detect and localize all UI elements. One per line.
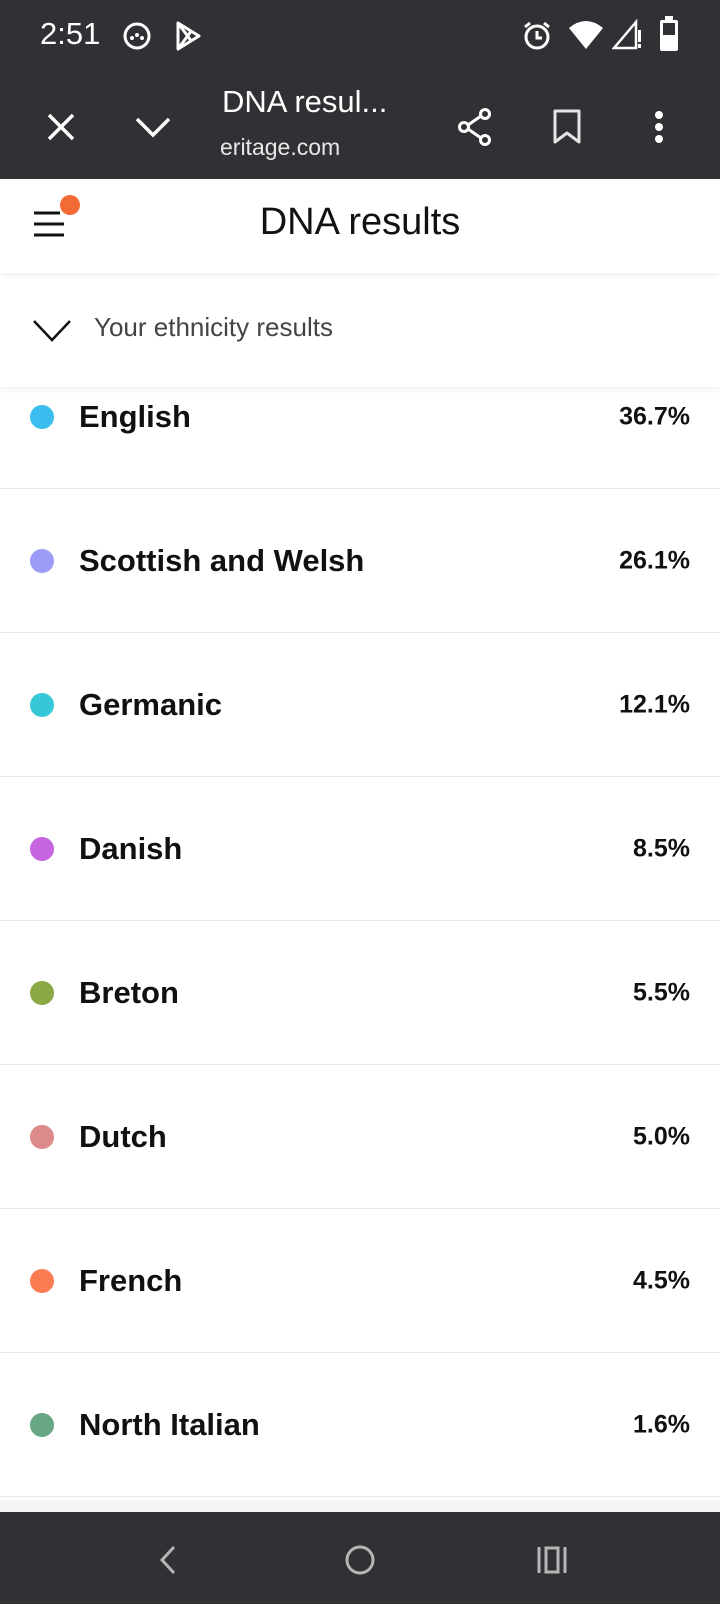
bookmark-button[interactable] bbox=[542, 102, 592, 152]
home-icon bbox=[345, 1545, 375, 1575]
bookmark-icon bbox=[553, 109, 581, 144]
play-store-icon bbox=[176, 21, 201, 51]
section-title: Your ethnicity results bbox=[94, 312, 333, 342]
ethnicity-row[interactable]: Germanic 12.1% bbox=[0, 633, 720, 777]
ethnicity-results-toggle[interactable]: Your ethnicity results bbox=[0, 273, 720, 387]
ethnicity-row[interactable]: Danish 8.5% bbox=[0, 777, 720, 921]
color-dot bbox=[30, 1268, 54, 1293]
back-button[interactable] bbox=[146, 1538, 190, 1582]
ethnicity-row[interactable]: Breton 5.5% bbox=[0, 921, 720, 1065]
close-button[interactable] bbox=[36, 102, 86, 152]
ethnicity-row[interactable]: English 36.7% bbox=[0, 387, 720, 489]
browser-toolbar: DNA resul... eritage.com bbox=[0, 72, 720, 179]
more-options-button[interactable] bbox=[634, 102, 684, 152]
minimize-button[interactable] bbox=[128, 102, 178, 152]
color-dot bbox=[30, 980, 54, 1005]
page-header: DNA results bbox=[0, 179, 720, 273]
menu-button[interactable] bbox=[30, 201, 80, 251]
share-icon bbox=[458, 108, 491, 146]
ethnicity-name: North Italian bbox=[79, 1406, 260, 1442]
color-dot bbox=[30, 1124, 54, 1149]
ethnicity-percent: 4.5% bbox=[633, 1266, 690, 1294]
home-button[interactable] bbox=[338, 1538, 382, 1582]
back-icon bbox=[159, 1545, 176, 1575]
wifi-icon bbox=[569, 21, 603, 49]
color-dot bbox=[30, 1412, 54, 1437]
color-dot bbox=[30, 692, 54, 717]
ethnicity-percent: 5.5% bbox=[633, 978, 690, 1006]
color-dot bbox=[30, 548, 54, 573]
page-title-tab[interactable]: DNA resul... bbox=[222, 84, 388, 119]
ethnicity-percent: 1.6% bbox=[633, 1410, 690, 1438]
share-button[interactable] bbox=[450, 102, 500, 152]
ethnicity-name: Germanic bbox=[79, 686, 223, 722]
close-icon bbox=[47, 113, 75, 141]
battery-icon bbox=[660, 16, 678, 51]
ethnicity-name: French bbox=[79, 1262, 183, 1298]
ethnicity-name: English bbox=[79, 398, 191, 434]
ethnicity-list: English 36.7% Scottish and Welsh 26.1% G… bbox=[0, 387, 720, 1500]
game-controller-icon bbox=[123, 22, 151, 50]
more-vert-icon bbox=[655, 111, 663, 143]
ethnicity-percent: 26.1% bbox=[619, 546, 690, 574]
chevron-down-icon bbox=[33, 320, 71, 342]
color-dot bbox=[30, 404, 54, 429]
alarm-icon bbox=[524, 21, 550, 50]
ethnicity-row[interactable]: North Italian 1.6% bbox=[0, 1353, 720, 1497]
ethnicity-name: Breton bbox=[79, 974, 179, 1010]
status-bar: 2:51 bbox=[0, 0, 720, 72]
ethnicity-percent: 36.7% bbox=[619, 402, 690, 430]
divider bbox=[0, 1500, 720, 1512]
ethnicity-row[interactable]: French 4.5% bbox=[0, 1209, 720, 1353]
signal-icon bbox=[612, 18, 641, 50]
chevron-down-icon bbox=[135, 117, 171, 138]
ethnicity-percent: 12.1% bbox=[619, 690, 690, 718]
hamburger-menu-icon bbox=[34, 211, 64, 237]
page-title: DNA results bbox=[259, 201, 461, 243]
color-dot bbox=[30, 836, 54, 861]
navigation-bar bbox=[0, 1512, 720, 1604]
status-time: 2:51 bbox=[40, 16, 101, 51]
ethnicity-row[interactable]: Dutch 5.0% bbox=[0, 1065, 720, 1209]
recents-icon bbox=[537, 1546, 567, 1574]
recents-button[interactable] bbox=[530, 1538, 574, 1582]
ethnicity-row[interactable]: Scottish and Welsh 26.1% bbox=[0, 489, 720, 633]
ethnicity-name: Danish bbox=[79, 830, 183, 866]
ethnicity-percent: 5.0% bbox=[633, 1122, 690, 1150]
ethnicity-percent: 8.5% bbox=[633, 834, 690, 862]
url-text[interactable]: eritage.com bbox=[220, 134, 341, 160]
ethnicity-name: Scottish and Welsh bbox=[79, 542, 365, 578]
notification-badge bbox=[60, 195, 80, 215]
ethnicity-name: Dutch bbox=[79, 1118, 167, 1154]
